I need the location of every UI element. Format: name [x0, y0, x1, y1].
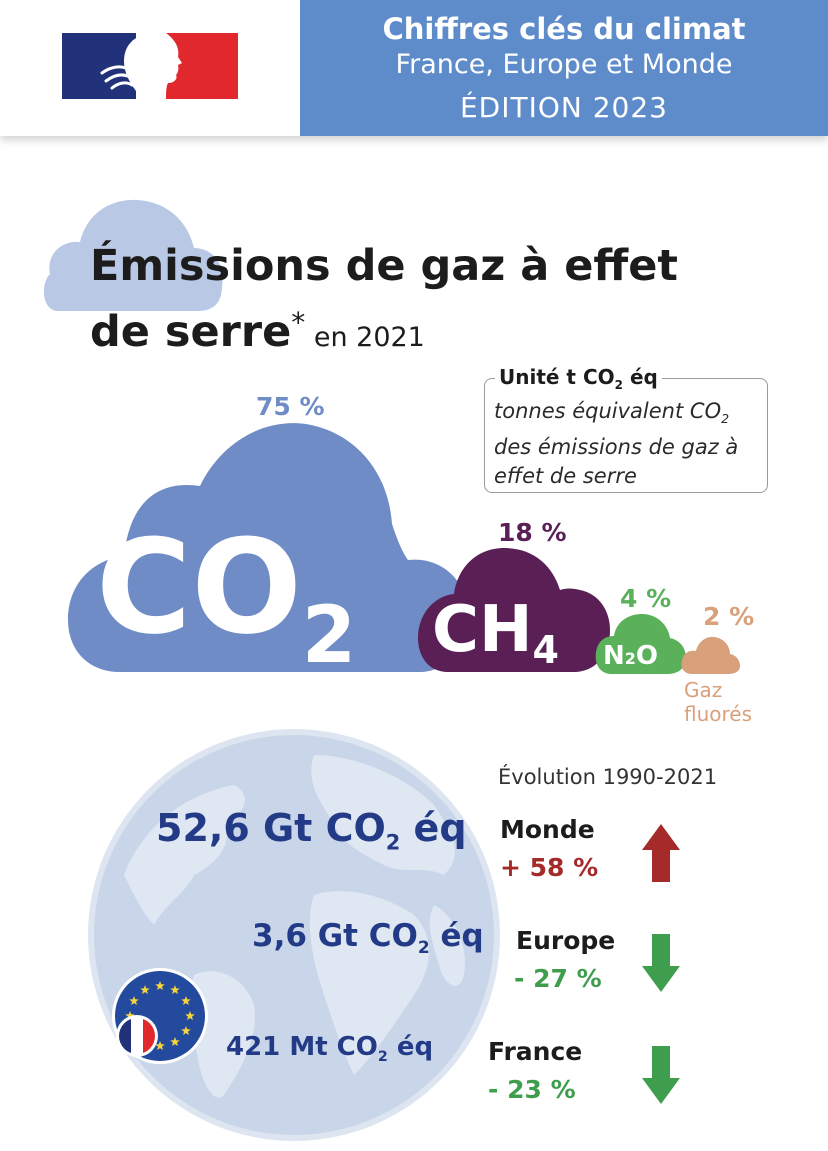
fluorinated-caption-line2: fluorés: [684, 702, 753, 726]
n2o-label-sub: 2: [624, 649, 636, 668]
n2o-label: N2O: [603, 638, 658, 677]
evolution-change-europe: - 27 %: [514, 964, 602, 993]
ch4-cloud-icon: [418, 548, 610, 672]
arrow-down-icon: [642, 1046, 680, 1104]
header-panel: Chiffres clés du climat France, Europe e…: [300, 0, 828, 136]
fluorinated-caption-line1: Gaz: [684, 678, 723, 702]
marianne-logo-icon: [62, 33, 238, 99]
evolution-change-france: - 23 %: [488, 1075, 576, 1104]
eu-star-icon: [125, 1011, 135, 1021]
fluorinated-gas-cloud-icon: [681, 636, 740, 674]
evolution-change-world: + 58 %: [500, 853, 599, 882]
co2-label-text: CO: [96, 511, 302, 663]
unit-info-box: Unité t CO2 éq tonnes équivalent CO2 des…: [484, 365, 768, 493]
france-emissions-suffix: éq: [387, 1032, 434, 1062]
n2o-cloud-icon: [595, 614, 686, 674]
france-emissions-sub: 2: [377, 1049, 388, 1066]
arrow-up-icon: [642, 824, 680, 882]
eu-star-icon: [140, 985, 150, 995]
europe-emissions-value: 3,6 Gt CO: [252, 918, 418, 954]
unit-desc-sub: 2: [721, 411, 730, 427]
evolution-region-france: France: [488, 1037, 583, 1066]
footnote-asterisk: *: [291, 306, 306, 339]
eu-star-icon: [155, 1041, 165, 1051]
europe-emissions-suffix: éq: [429, 918, 484, 954]
france-flag-icon: [116, 1015, 158, 1057]
unit-description: tonnes équivalent CO2 des émissions de g…: [494, 397, 760, 491]
eu-star-icon: [170, 985, 180, 995]
page-header: Chiffres clés du climat France, Europe e…: [0, 0, 828, 136]
unit-desc-rest: des émissions de gaz à effet de serre: [494, 435, 739, 489]
unit-heading-sub: 2: [614, 378, 623, 392]
eu-star-icon: [129, 996, 139, 1006]
ch4-share: 18 %: [498, 518, 567, 547]
page-title-line1: Émissions de gaz à effet: [90, 241, 678, 291]
europe-emissions: 3,6 Gt CO2 éq: [252, 918, 484, 958]
title-cloud-icon: [43, 199, 223, 311]
world-emissions-sub: 2: [385, 830, 401, 855]
header-edition: ÉDITION 2023: [459, 91, 668, 124]
n2o-label-suffix: O: [635, 641, 659, 671]
evolution-region-world: Monde: [500, 815, 595, 844]
page-title-line2-text: de serre: [90, 307, 292, 357]
n2o-share: 4 %: [620, 584, 672, 613]
arrow-down-icon: [642, 934, 680, 992]
fluorinated-caption: Gaz fluorés: [684, 678, 752, 726]
ch4-label-text: CH: [432, 593, 533, 667]
evolution-region-europe: Europe: [516, 926, 616, 955]
evolution-title: Évolution 1990-2021: [498, 765, 718, 789]
unit-heading-prefix: Unité t CO: [499, 365, 615, 389]
header-subtitle: France, Europe et Monde: [395, 49, 733, 80]
ch4-label: CH4: [432, 590, 559, 690]
world-emissions-suffix: éq: [400, 806, 467, 850]
world-emissions: 52,6 Gt CO2 éq: [156, 806, 467, 855]
eu-star-icon: [155, 981, 165, 991]
unit-desc-prefix: tonnes équivalent CO: [494, 399, 722, 423]
unit-heading-suffix: éq: [622, 365, 658, 389]
eu-star-icon: [170, 1036, 180, 1047]
co2-label-sub: 2: [301, 591, 357, 681]
gas-clouds-graphic: [68, 423, 740, 674]
co2-label: CO2: [96, 512, 356, 711]
title-year: en 2021: [305, 322, 425, 353]
fluorinated-share: 2 %: [703, 602, 755, 631]
n2o-label-text: N: [603, 641, 625, 671]
eu-star-icon: [181, 996, 191, 1006]
ch4-label-sub: 4: [532, 628, 559, 672]
header-title: Chiffres clés du climat: [382, 12, 746, 46]
co2-share: 75 %: [256, 392, 325, 421]
unit-heading: Unité t CO2 éq: [495, 365, 662, 392]
world-emissions-value: 52,6 Gt CO: [156, 806, 386, 850]
france-emissions-value: 421 Mt CO: [226, 1032, 378, 1062]
eu-star-icon: [181, 1026, 191, 1036]
france-emissions: 421 Mt CO2 éq: [226, 1032, 433, 1065]
eu-star-icon: [185, 1011, 195, 1021]
europe-emissions-sub: 2: [417, 938, 430, 959]
co2-cloud-icon: [68, 423, 468, 672]
page-title-line2: de serre* en 2021: [90, 306, 425, 357]
